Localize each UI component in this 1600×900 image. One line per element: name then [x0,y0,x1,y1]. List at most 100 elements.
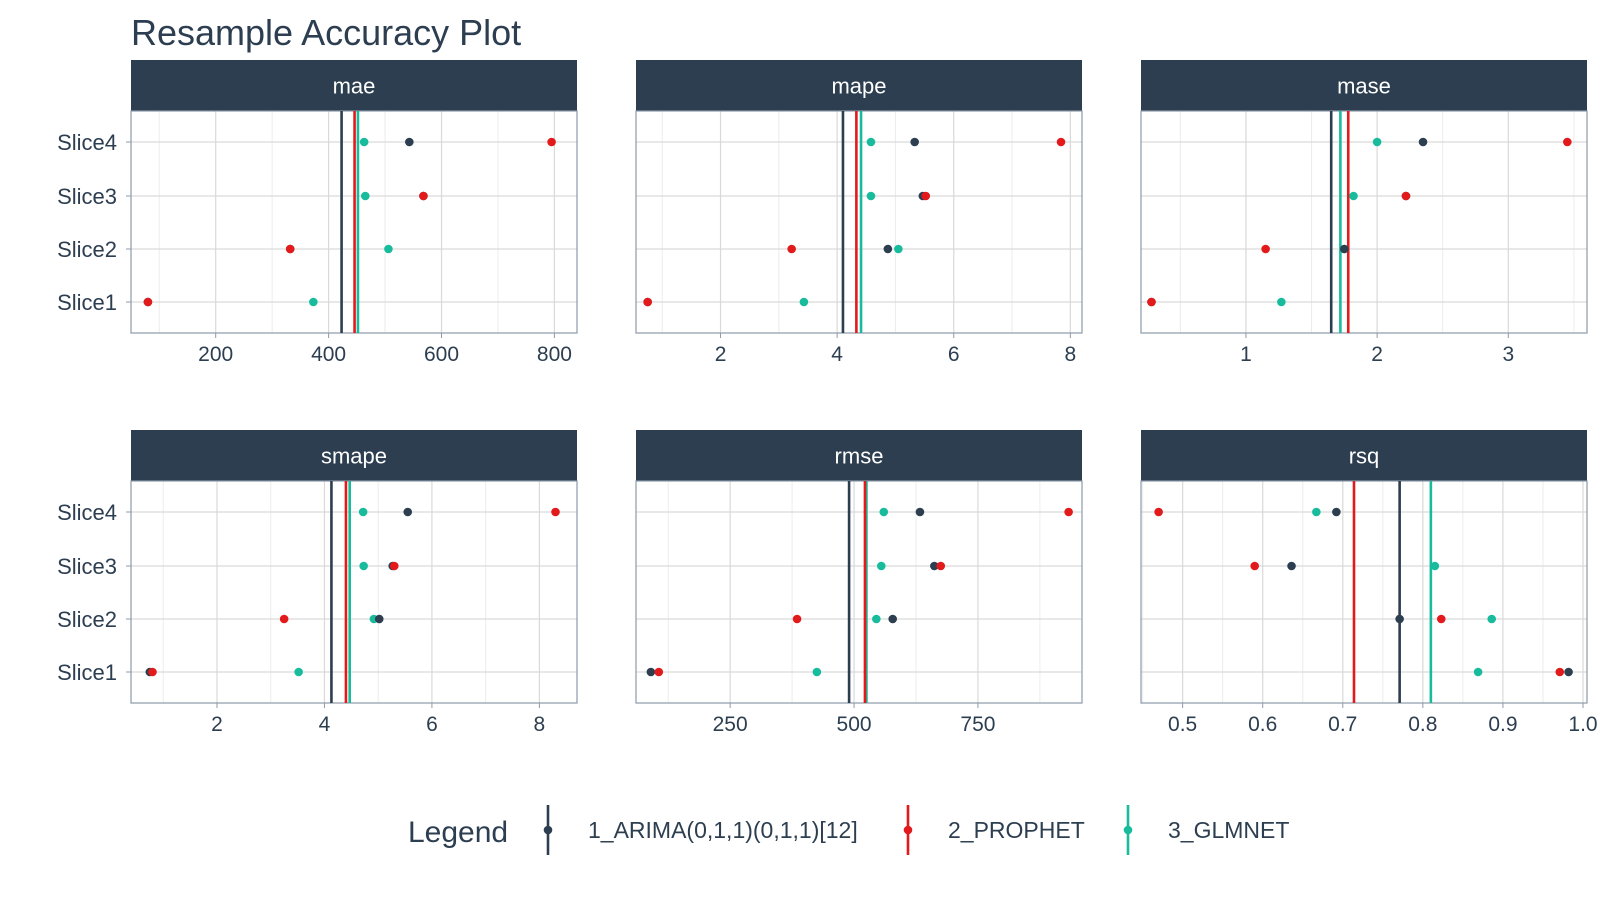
x-tick-label: 4 [831,343,843,366]
legend-item: 1_ARIMA(0,1,1)(0,1,1)[12] [543,805,858,855]
panel-border [130,480,578,704]
x-tick-label: 2 [715,343,727,366]
y-tick-label: Slice4 [57,500,117,525]
x-tick-label: 0.6 [1248,713,1277,736]
panel-border [1140,480,1588,704]
legend-label: 1_ARIMA(0,1,1)(0,1,1)[12] [588,817,858,843]
point-2 [1250,561,1260,571]
point-1 [888,614,897,624]
point-1 [646,667,656,677]
point-1 [915,507,925,517]
facet-label: rmse [835,444,884,469]
point-1 [1418,137,1428,147]
point-2 [1147,297,1156,307]
x-tick-label: 250 [713,713,748,736]
facet-label: rsq [1349,444,1380,469]
x-tick-label: 8 [1064,343,1076,366]
x-tick-label: 1 [1240,343,1252,366]
panel-border [635,480,1083,704]
point-2 [547,137,556,147]
point-3 [1473,667,1483,677]
point-2 [921,191,931,201]
point-2 [1436,614,1446,624]
point-3 [894,244,903,254]
point-3 [294,667,303,677]
chart-title: Resample Accuracy Plot [131,12,522,53]
point-1 [374,614,384,624]
point-3 [1487,614,1497,624]
point-3 [1277,297,1286,307]
point-2 [654,667,664,677]
point-2 [551,507,560,517]
x-tick-label: 0.8 [1408,713,1437,736]
point-2 [1563,137,1572,147]
point-3 [1430,561,1440,571]
point-3 [1312,507,1321,517]
point-2 [787,244,796,254]
legend-key-point [1123,825,1133,835]
point-2 [792,614,802,624]
panel-border [635,110,1083,334]
x-tick-label: 2 [211,713,223,736]
y-tick-label: Slice4 [57,130,117,155]
x-tick-label: 200 [198,343,233,366]
point-1 [1332,507,1341,517]
facet-strip [636,60,1082,111]
point-1 [405,137,414,147]
facet-label: mape [831,74,886,99]
legend-title: Legend [408,816,508,849]
x-tick-label: 0.9 [1488,713,1517,736]
y-tick-label: Slice2 [57,607,117,632]
point-3 [358,507,368,517]
y-tick-label: Slice3 [57,554,117,579]
point-1 [1340,244,1349,254]
x-tick-label: 8 [534,713,546,736]
point-2 [643,297,652,307]
point-3 [1349,191,1358,201]
legend-item: 3_GLMNET [1123,805,1289,855]
panel-rmse: rmse 250 500 750 [635,430,1083,736]
x-tick-label: 6 [948,343,960,366]
point-3 [866,191,876,201]
panel-mae: mae 200 400 600 800 Slice1 Slice2 Slice3 Slice4 [57,60,578,366]
point-3 [360,191,370,201]
point-3 [866,137,876,147]
point-1 [1287,561,1296,571]
facet-label: smape [321,444,387,469]
legend-item: 2_PROPHET [903,805,1085,855]
chart-legend: Legend 1_ARIMA(0,1,1)(0,1,1)[12] 2_PROPHET… [408,805,1289,855]
point-2 [1154,507,1163,517]
point-2 [390,561,399,571]
x-tick-label: 4 [319,713,331,736]
facet-strip [1141,430,1587,481]
y-tick-label: Slice2 [57,237,117,262]
point-3 [1372,137,1382,147]
panel-smape: smape 2 4 6 8 Slice1 Slice2 Slice3 Slice4 [57,430,578,736]
panel-mase: mase 1 2 3 [1140,60,1588,366]
point-3 [877,561,886,571]
facet-strip [1141,60,1587,111]
facet-label: mase [1337,74,1391,99]
point-1 [930,561,939,571]
legend-key-point [903,825,913,835]
x-tick-label: 600 [424,343,459,366]
x-tick-label: 500 [837,713,872,736]
legend-key-point [543,825,553,835]
point-1 [403,507,413,517]
x-tick-label: 750 [960,713,995,736]
panel-rsq: rsq 0.5 0.6 0.7 0.8 0.9 1.0 [1140,430,1598,736]
point-2 [279,614,289,624]
x-tick-label: 800 [537,343,572,366]
x-tick-label: 0.7 [1328,713,1357,736]
panel-mape: mape 2 4 6 8 [635,60,1083,366]
point-2 [285,244,295,254]
point-2 [936,561,946,571]
facet-strip [131,430,577,481]
facet-label: mae [333,74,376,99]
point-2 [1261,244,1270,254]
legend-label: 2_PROPHET [948,817,1085,843]
point-2 [1056,137,1066,147]
point-2 [419,191,428,201]
point-2 [148,667,157,677]
